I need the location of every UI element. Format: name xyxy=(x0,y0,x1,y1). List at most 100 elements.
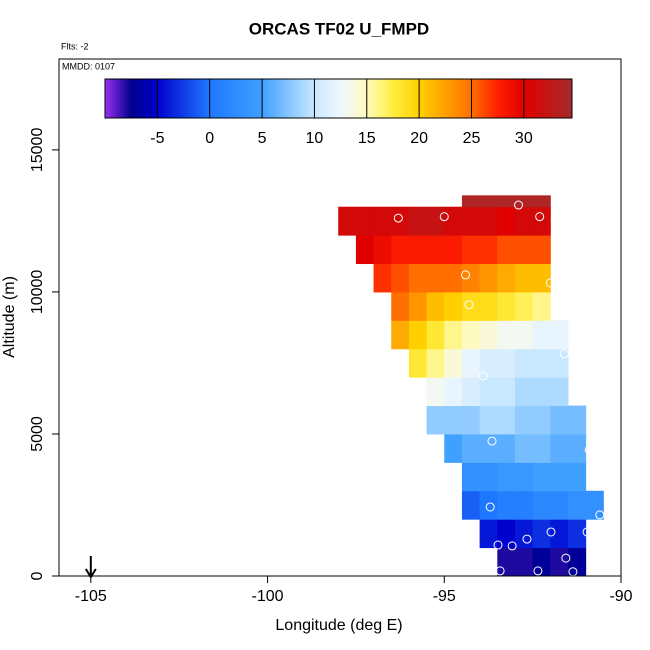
heat-cell xyxy=(514,263,534,293)
heat-cell xyxy=(373,263,392,293)
obs-point xyxy=(522,534,532,544)
heat-cell xyxy=(426,377,445,407)
annotation: MMDD: 0107 xyxy=(62,61,115,71)
heat-cell xyxy=(532,490,551,520)
heat-cell xyxy=(497,235,516,265)
heat-cell xyxy=(444,405,463,435)
heat-cell xyxy=(550,377,569,407)
heat-cell xyxy=(444,206,463,236)
heat-cell xyxy=(497,547,516,577)
heat-cell xyxy=(355,235,375,265)
colorbar-tick-label: -5 xyxy=(150,130,164,147)
heat-cell xyxy=(497,291,516,321)
heat-cell xyxy=(497,348,516,378)
heat-cell xyxy=(567,519,587,549)
heat-cell xyxy=(514,519,534,549)
heat-cell xyxy=(497,405,516,435)
heat-cell xyxy=(461,405,481,435)
obs-point xyxy=(487,436,497,446)
heat-cell xyxy=(567,547,587,577)
heat-cell xyxy=(444,348,463,378)
colorbar-tick-label: 10 xyxy=(306,130,324,147)
x-tick-label: -95 xyxy=(433,588,456,605)
heat-cell xyxy=(567,490,587,520)
heat-cell xyxy=(550,320,569,350)
heat-cell xyxy=(408,235,428,265)
y-axis-label: Altitude (m) xyxy=(1,276,18,358)
heat-cell xyxy=(444,235,463,265)
x-axis-label: Longitude (deg E) xyxy=(275,617,402,634)
obs-point xyxy=(485,502,495,512)
heat-cell xyxy=(479,235,498,265)
heat-cell xyxy=(408,291,428,321)
heat-cell xyxy=(479,405,498,435)
heat-cell xyxy=(408,348,428,378)
heat-cell xyxy=(461,263,481,293)
colorbar-tick-label: 0 xyxy=(205,130,214,147)
obs-point xyxy=(535,212,545,222)
heat-cell xyxy=(391,263,410,293)
heat-cell xyxy=(550,462,569,492)
heat-cell xyxy=(426,348,445,378)
obs-point xyxy=(393,213,403,223)
heat-cell xyxy=(567,433,587,463)
heat-cell xyxy=(444,433,463,463)
heat-cell xyxy=(408,320,428,350)
heat-cell xyxy=(461,348,481,378)
heat-cell xyxy=(514,195,534,208)
plot-frame xyxy=(58,58,622,577)
heat-cell xyxy=(479,263,498,293)
obs-point xyxy=(478,371,488,381)
obs-point xyxy=(584,445,594,455)
heat-cell xyxy=(567,405,587,435)
heat-cell xyxy=(355,206,375,236)
heat-cell xyxy=(444,377,463,407)
obs-point xyxy=(513,200,523,210)
heat-cell xyxy=(497,195,516,208)
obs-point xyxy=(439,212,449,222)
heat-cell xyxy=(550,405,569,435)
heat-cell xyxy=(479,206,498,236)
heat-cell xyxy=(532,547,551,577)
heat-cell xyxy=(532,291,551,321)
heat-cell xyxy=(497,490,516,520)
heat-cell xyxy=(532,377,551,407)
heat-cell xyxy=(461,206,481,236)
heat-cell xyxy=(461,235,481,265)
heat-cell xyxy=(479,291,498,321)
heat-cell xyxy=(497,519,516,549)
y-tick-label: 10000 xyxy=(29,270,46,315)
heat-cell xyxy=(479,320,498,350)
x-tick-label: -105 xyxy=(75,588,107,605)
y-tick-label: 15000 xyxy=(29,128,46,173)
heat-cell xyxy=(338,206,357,236)
heat-cell xyxy=(461,320,481,350)
heat-cell xyxy=(426,235,445,265)
x-tick-label: -90 xyxy=(609,588,632,605)
chart-title: ORCAS TF02 U_FMPD xyxy=(249,19,429,38)
heat-cell xyxy=(408,263,428,293)
heat-cell xyxy=(479,195,498,208)
heat-cell xyxy=(532,263,551,293)
y-tick-label: 0 xyxy=(29,571,46,580)
obs-point xyxy=(545,278,555,288)
heat-cell xyxy=(514,377,534,407)
heat-cell xyxy=(550,348,569,378)
heat-cell xyxy=(532,433,551,463)
heat-cell xyxy=(426,291,445,321)
heat-cell xyxy=(532,348,551,378)
heat-cell xyxy=(461,433,481,463)
colorbar-tick-label: 15 xyxy=(358,130,376,147)
heat-cell xyxy=(532,320,551,350)
heat-cell xyxy=(391,291,410,321)
heat-cell xyxy=(497,377,516,407)
obs-point xyxy=(582,527,592,537)
colorbar-tick-label: 30 xyxy=(515,130,533,147)
heat-cell xyxy=(444,320,463,350)
heat-cell xyxy=(532,405,551,435)
heat-cell xyxy=(461,490,481,520)
heat-cell xyxy=(550,433,569,463)
heat-cell xyxy=(532,462,551,492)
